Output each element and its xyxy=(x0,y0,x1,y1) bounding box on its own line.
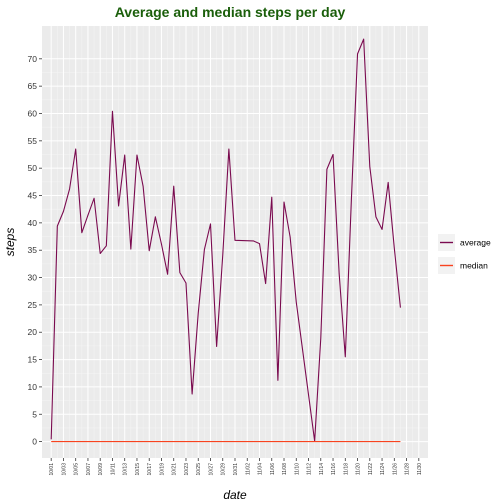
x-tick-label: 11/08 xyxy=(282,463,288,475)
y-tick-label: 30 xyxy=(28,273,38,283)
y-tick-label: 70 xyxy=(28,54,38,64)
y-tick-label: 0 xyxy=(32,437,37,447)
x-tick-label: 10/01 xyxy=(49,463,55,476)
x-tick-label: 11/04 xyxy=(258,463,264,475)
x-tick-label: 10/23 xyxy=(184,463,190,476)
x-tick-label: 11/24 xyxy=(380,463,386,475)
y-tick-label: 10 xyxy=(28,382,38,392)
x-tick-label: 10/11 xyxy=(110,463,116,475)
x-tick-label: 10/29 xyxy=(221,463,227,476)
x-tick-label: 10/09 xyxy=(98,463,104,476)
major-gridlines xyxy=(42,26,428,458)
x-tick-label: 10/19 xyxy=(159,463,165,476)
y-axis-ticks: 0 5 10 15 20 25 30 35 40 45 50 55 60 65 70 xyxy=(28,54,42,447)
y-tick-label: 15 xyxy=(28,355,38,365)
x-tick-label: 10/07 xyxy=(86,463,92,476)
y-tick-label: 40 xyxy=(28,218,38,228)
y-tick-label: 45 xyxy=(28,191,38,201)
x-tick-label: 11/16 xyxy=(331,463,337,475)
x-tick-label: 10/03 xyxy=(61,463,67,476)
legend: average median xyxy=(438,234,491,274)
y-tick-label: 60 xyxy=(28,108,38,118)
x-tick-label: 10/05 xyxy=(74,463,80,476)
x-tick-label: 11/14 xyxy=(319,463,325,475)
x-tick-label: 11/20 xyxy=(356,463,362,475)
x-tick-label: 10/21 xyxy=(172,463,178,476)
x-tick-label: 11/18 xyxy=(343,463,349,475)
x-tick-label: 10/27 xyxy=(208,463,214,476)
x-tick-label: 11/26 xyxy=(392,463,398,475)
x-tick-label: 11/02 xyxy=(245,463,251,475)
x-tick-label: 10/31 xyxy=(233,463,239,476)
legend-label-average: average xyxy=(460,238,491,248)
x-tick-label: 11/06 xyxy=(270,463,276,475)
y-tick-label: 50 xyxy=(28,163,38,173)
y-axis-title: steps xyxy=(3,228,17,257)
y-tick-label: 65 xyxy=(28,81,38,91)
x-axis-ticks: 10/01 10/03 10/05 10/07 10/09 10/11 10/13 10/15… xyxy=(49,458,423,476)
x-tick-label: 10/17 xyxy=(147,463,153,476)
series-lines xyxy=(50,38,401,443)
x-tick-label: 10/25 xyxy=(196,463,202,476)
x-tick-label: 11/22 xyxy=(368,463,374,475)
x-tick-label: 11/12 xyxy=(307,463,313,475)
x-tick-label: 11/28 xyxy=(405,463,411,475)
series-line-average xyxy=(50,38,401,442)
y-tick-label: 35 xyxy=(28,245,38,255)
x-tick-label: 11/10 xyxy=(294,463,300,475)
y-tick-label: 5 xyxy=(32,409,37,419)
x-axis-title: date xyxy=(223,488,247,502)
y-tick-label: 55 xyxy=(28,136,38,146)
x-tick-label: 10/15 xyxy=(135,463,141,476)
y-tick-label: 20 xyxy=(28,327,38,337)
chart-title: Average and median steps per day xyxy=(115,4,346,20)
x-tick-label: 11/30 xyxy=(417,463,423,475)
legend-label-median: median xyxy=(460,261,488,271)
x-tick-label: 10/13 xyxy=(123,463,129,476)
y-tick-label: 25 xyxy=(28,300,38,310)
